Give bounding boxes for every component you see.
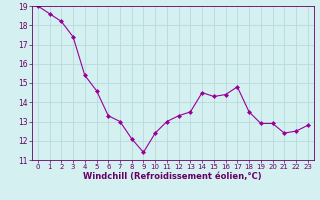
X-axis label: Windchill (Refroidissement éolien,°C): Windchill (Refroidissement éolien,°C) <box>84 172 262 181</box>
